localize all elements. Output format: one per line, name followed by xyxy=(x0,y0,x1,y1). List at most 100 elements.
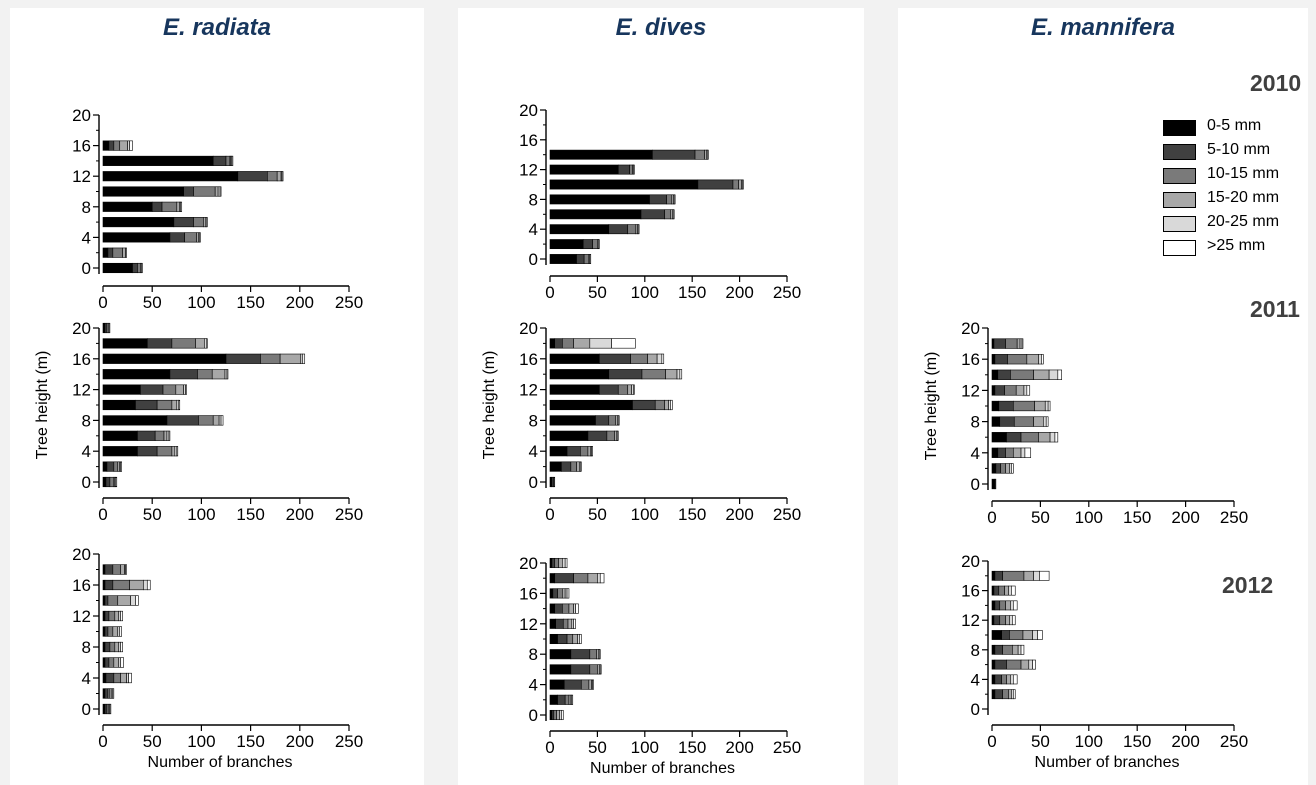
bar-segment xyxy=(1010,369,1034,380)
bar-segment xyxy=(1012,447,1022,458)
bar-segment xyxy=(998,400,1014,412)
legend-label: >25 mm xyxy=(1207,237,1266,254)
y-tick-label: 4 xyxy=(529,220,538,239)
x-tick-label: 250 xyxy=(1220,508,1248,527)
bar-segment xyxy=(206,338,208,349)
bar-segment xyxy=(549,446,568,457)
bar-segment xyxy=(109,641,116,653)
bar-segment xyxy=(551,557,556,569)
bar-segment xyxy=(115,476,118,488)
bar-segment xyxy=(102,201,153,212)
bar-segment xyxy=(1005,600,1011,611)
bar-segment xyxy=(1015,385,1025,396)
bar-segment xyxy=(672,209,675,220)
bar-segment xyxy=(570,461,577,472)
bar-segment xyxy=(102,171,239,182)
bar-segment xyxy=(132,262,138,274)
bar-segment xyxy=(1041,354,1044,365)
year-label-2012: 2012 xyxy=(1222,572,1274,598)
bar-segment xyxy=(991,570,996,581)
bar-segment xyxy=(1026,354,1039,365)
x-tick-label: 50 xyxy=(143,293,162,312)
y-tick-label: 20 xyxy=(519,101,538,120)
bar-segment xyxy=(1028,659,1033,670)
bar-segment xyxy=(670,399,673,411)
y-axis-title: Tree height (m) xyxy=(481,351,498,460)
bar-segment xyxy=(549,430,589,441)
y-tick-label: 0 xyxy=(82,259,91,278)
x-tick-label: 0 xyxy=(98,505,107,524)
bar-segment xyxy=(549,353,600,364)
bar-segment xyxy=(732,179,739,190)
y-tick-label: 0 xyxy=(529,473,538,492)
bar-segment xyxy=(137,430,156,441)
x-tick-label: 100 xyxy=(631,283,659,302)
y-tick-label: 8 xyxy=(82,198,91,217)
x-tick-label: 150 xyxy=(1123,732,1151,751)
x-axis-title: Number of branches xyxy=(148,754,293,771)
bar-segment xyxy=(169,369,198,380)
y-tick-label: 16 xyxy=(72,137,91,156)
bar-segment xyxy=(107,247,114,258)
bar-segment xyxy=(1020,432,1039,443)
legend-swatch xyxy=(1163,216,1196,232)
y-tick-label: 12 xyxy=(961,381,980,400)
y-tick-label: 0 xyxy=(529,250,538,269)
bar-segment xyxy=(555,618,564,629)
bar-segment xyxy=(588,679,593,690)
x-tick-label: 0 xyxy=(545,738,554,757)
y-tick-label: 16 xyxy=(961,350,980,369)
bar-segment xyxy=(176,201,181,212)
bar-segment xyxy=(1037,630,1043,640)
bar-segment xyxy=(633,384,635,395)
y-tick-label: 20 xyxy=(72,319,91,338)
bar-segment xyxy=(608,415,616,426)
y-tick-label: 12 xyxy=(519,381,538,400)
species-title-radiata: E. radiata xyxy=(162,14,272,41)
bar-segment xyxy=(552,588,558,599)
bar-segment xyxy=(556,709,560,721)
y-tick-label: 8 xyxy=(82,411,91,430)
y-tick-label: 0 xyxy=(82,700,91,719)
bar-segment xyxy=(237,171,268,182)
x-tick-label: 200 xyxy=(725,505,753,524)
bar-segment xyxy=(554,573,574,584)
panel-column-mannifera xyxy=(898,8,1308,785)
species-title-mannifera: E. mannifera xyxy=(1030,14,1176,41)
bar-segment xyxy=(994,600,1001,611)
y-tick-label: 16 xyxy=(72,350,91,369)
bar-segment xyxy=(1009,630,1024,640)
bar-segment xyxy=(1049,432,1056,443)
y-tick-label: 0 xyxy=(529,706,538,725)
bar-segment xyxy=(214,186,219,197)
bar-segment xyxy=(549,588,554,599)
bar-segment xyxy=(1012,674,1018,685)
bar-segment xyxy=(991,600,996,611)
x-tick-label: 0 xyxy=(98,293,107,312)
bar-segment xyxy=(1022,630,1033,640)
bar-segment xyxy=(1017,644,1022,655)
bar-segment xyxy=(1032,630,1038,640)
bar-segment xyxy=(993,338,1006,349)
x-tick-label: 200 xyxy=(725,283,753,302)
bar-segment xyxy=(1033,570,1040,581)
bar-segment xyxy=(122,247,126,258)
bar-segment xyxy=(561,461,572,472)
y-tick-label: 12 xyxy=(72,381,91,400)
x-tick-label: 150 xyxy=(678,505,706,524)
bar-segment xyxy=(125,247,127,258)
bar-segment xyxy=(185,384,187,395)
bar-segment xyxy=(143,579,148,591)
bar-segment xyxy=(1006,659,1022,670)
bar-segment xyxy=(549,679,565,690)
y-tick-label: 8 xyxy=(529,645,538,664)
bar-segment xyxy=(112,688,115,699)
x-axis-title: Number of branches xyxy=(1035,754,1180,771)
bar-segment xyxy=(1023,570,1034,581)
bar-segment xyxy=(991,644,996,655)
bar-segment xyxy=(649,194,667,205)
bar-segment xyxy=(220,415,224,426)
bar-segment xyxy=(573,338,591,349)
y-tick-label: 0 xyxy=(971,475,980,494)
